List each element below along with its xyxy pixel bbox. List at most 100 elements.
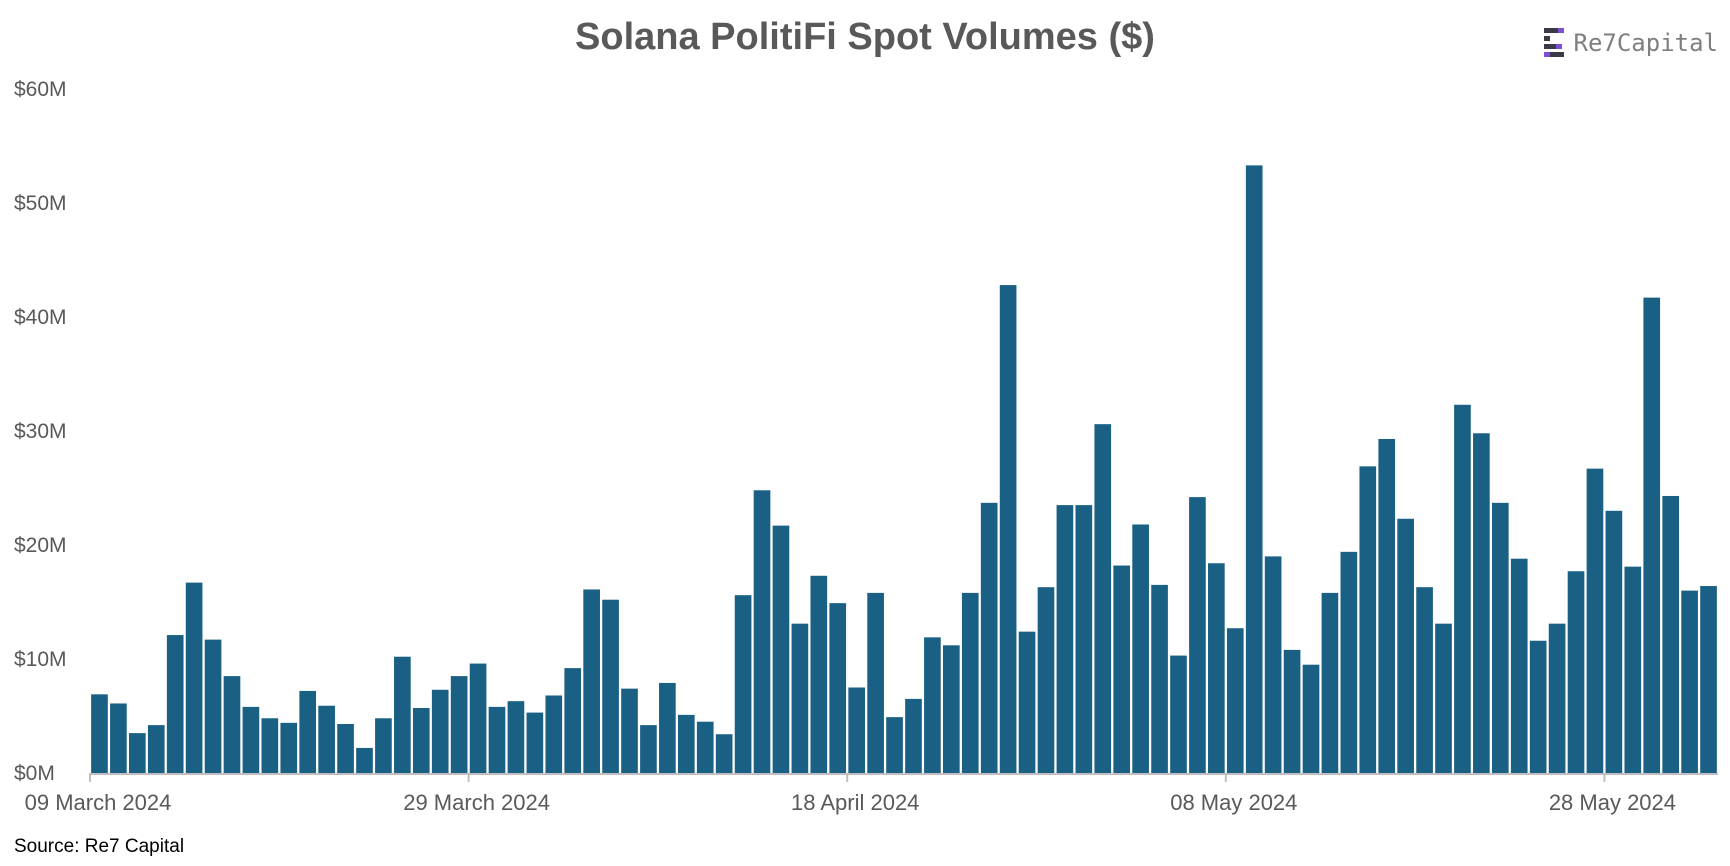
bar [129,733,146,773]
bar [1567,571,1585,773]
bar [564,668,582,773]
bar [1321,592,1339,773]
bar [1473,433,1490,773]
bar [1094,424,1112,773]
bar [1245,165,1263,773]
y-tick-label: $60M [14,78,67,101]
bar [1378,438,1396,773]
source-note: Source: Re7 Capital [14,836,185,857]
x-tick-label: 09 March 2024 [25,790,172,815]
bar [1189,497,1206,773]
x-tick-label: 28 May 2024 [1549,790,1676,815]
bar [526,712,544,773]
bar [450,676,468,773]
y-tick-label: $10M [14,648,67,671]
bar [734,595,752,773]
bar-series [91,165,1717,773]
bar [185,582,203,773]
bar [1416,587,1433,773]
bar [280,722,298,773]
bar [1151,584,1168,773]
bar [1264,556,1282,773]
bar [1700,586,1717,773]
bar [1548,623,1566,773]
re7-capital-logo: Re7Capital [1543,28,1719,58]
bar [488,706,506,773]
y-tick-label: $20M [14,534,67,557]
bar [1454,404,1471,773]
bar [375,718,392,773]
bar [1132,524,1149,773]
bar [943,645,960,773]
bar [1510,558,1528,773]
bar [1302,664,1320,773]
bar [318,705,335,773]
y-tick-label: $40M [14,306,67,329]
re7-logo-icon [1543,28,1564,57]
bar [166,635,184,773]
y-tick-label: $50M [14,192,67,215]
bar [1359,466,1377,773]
bar [1340,551,1358,773]
bar [924,637,941,773]
bar [1624,566,1642,773]
bar [980,502,998,773]
bar [715,734,733,773]
bar [602,599,619,773]
y-tick-label: $0M [14,762,55,785]
bar [299,690,317,773]
bar [1529,640,1547,773]
bar [356,747,373,773]
bar [1681,590,1698,773]
bar [545,695,563,773]
x-axis: 09 March 2024 29 March 2024 18 April 2024 0… [25,773,1676,815]
bar [1037,587,1055,773]
bar [886,717,903,773]
bar [753,490,771,773]
y-tick-label: $30M [14,420,67,443]
bar [1435,623,1452,773]
bar [394,656,411,773]
bar [772,525,790,773]
bar [791,623,809,773]
bar [829,603,847,773]
bar [223,676,241,773]
chart-title: Solana PolitiFi Spot Volumes ($) [575,16,1155,58]
bar [999,285,1017,773]
bar [810,575,828,773]
x-tick-label: 18 April 2024 [791,790,919,815]
bar [696,721,714,773]
bar [204,639,222,773]
bar [640,725,657,773]
bar [1208,563,1225,773]
logo-text: Re7Capital [1573,29,1719,57]
bar [1605,510,1623,773]
bar [507,701,525,773]
bar [147,725,165,773]
bar [1662,495,1680,773]
bar [1491,502,1509,773]
bar [1170,655,1187,773]
bar [1643,297,1661,773]
bar [337,723,354,773]
bar [867,592,884,773]
bar [1075,505,1093,773]
bar [659,682,676,773]
bar [905,698,922,773]
bar [1283,649,1301,773]
bar [677,714,695,773]
bar [242,706,260,773]
bar [1226,628,1244,773]
x-tick-label: 08 May 2024 [1170,790,1297,815]
bar [621,688,638,773]
bar [1113,565,1131,773]
bar [431,689,449,773]
bar [1586,468,1604,773]
bar [583,589,600,773]
bar [1397,518,1414,773]
bar [261,718,279,773]
bar [91,694,108,773]
bar [110,703,127,773]
bar [412,708,430,773]
